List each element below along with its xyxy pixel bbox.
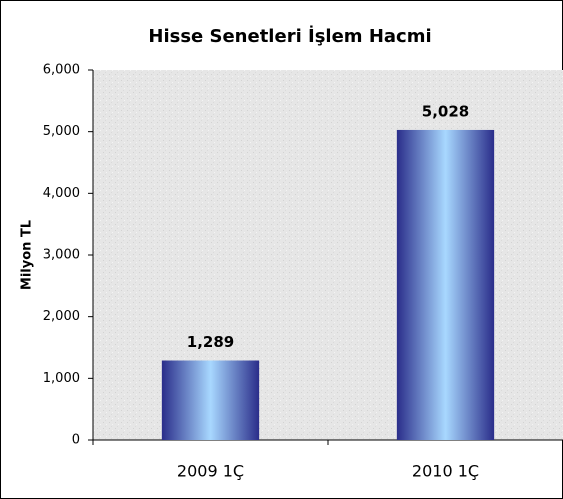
value-label: 1,289 xyxy=(187,333,234,351)
bar xyxy=(161,360,260,440)
y-tick-label: 4,000 xyxy=(43,186,80,201)
y-tick-label: 6,000 xyxy=(43,63,80,78)
x-tick-label: 2009 1Ç xyxy=(177,462,244,481)
bar xyxy=(396,129,495,440)
y-tick-label: 0 xyxy=(72,433,80,448)
y-axis-title: Milyon TL xyxy=(20,220,35,290)
chart-title: Hisse Senetleri İşlem Hacmi xyxy=(148,25,431,47)
y-tick-label: 3,000 xyxy=(43,248,80,263)
y-tick-label: 2,000 xyxy=(43,309,80,324)
x-tick-label: 2010 1Ç xyxy=(412,462,479,481)
y-tick-label: 1,000 xyxy=(43,371,80,386)
value-label: 5,028 xyxy=(422,102,469,120)
y-tick-label: 5,000 xyxy=(43,124,80,139)
